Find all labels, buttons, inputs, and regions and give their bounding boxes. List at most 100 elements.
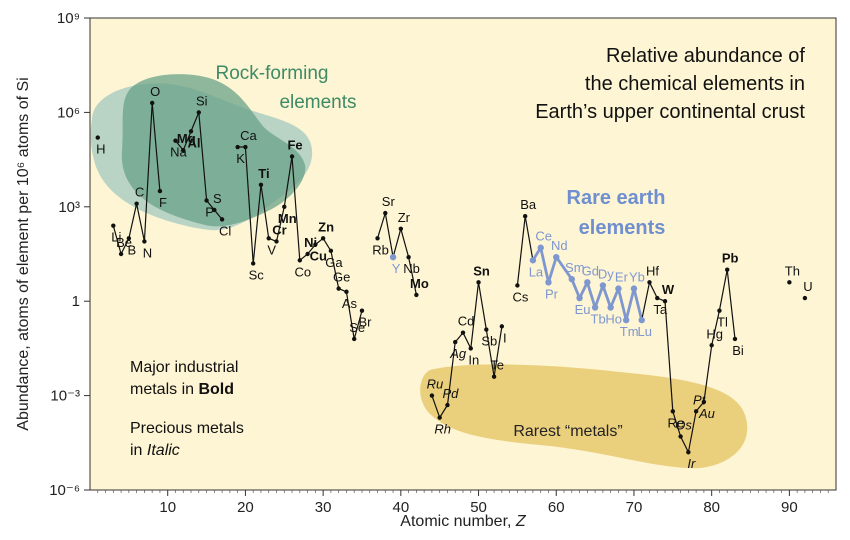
data-point-hg — [709, 343, 714, 348]
series-line — [353, 310, 363, 340]
element-label-ir: Ir — [687, 456, 696, 471]
series-line — [252, 184, 262, 264]
data-point-dy — [599, 282, 607, 289]
series-line — [128, 203, 138, 239]
notes: Major industrial metals in Bold Precious… — [130, 359, 244, 459]
series-line — [182, 131, 192, 151]
chart-title: Relative abundance of the chemical eleme… — [535, 45, 805, 123]
element-label-w: W — [662, 282, 675, 297]
element-label-cu: Cu — [310, 249, 327, 264]
series-line — [330, 250, 340, 289]
element-label-dy: Dy — [598, 266, 614, 281]
element-label-ti: Ti — [258, 166, 269, 181]
element-label-pr: Pr — [545, 286, 559, 301]
y-tick-label: 10⁹ — [57, 10, 80, 27]
data-point-be — [118, 251, 124, 257]
element-label-sc: Sc — [249, 267, 265, 282]
data-point-yb — [630, 285, 638, 292]
element-label-ag: Ag — [449, 346, 467, 361]
data-point-pt — [693, 409, 699, 414]
series-line — [477, 282, 487, 330]
element-label-pd: Pd — [443, 386, 460, 401]
series-line — [524, 216, 534, 261]
data-point-sc — [250, 261, 256, 266]
data-point-hf — [647, 280, 652, 285]
x-axis-title-text: Atomic number, — [400, 513, 516, 530]
element-label-y: Y — [392, 261, 401, 276]
data-point-br — [359, 308, 365, 313]
series-line — [120, 238, 130, 255]
ree-series-line — [617, 288, 628, 321]
element-label-rh: Rh — [434, 422, 451, 437]
element-label-si: Si — [196, 93, 208, 108]
data-point-f — [157, 188, 163, 194]
series-line — [136, 203, 145, 242]
data-point-ru — [429, 393, 435, 398]
data-point-rh — [437, 415, 442, 420]
y-tick-label: 10³ — [58, 199, 80, 216]
chart-title-line3: Earth’s upper continental crust — [535, 101, 805, 123]
data-point-ge — [336, 286, 341, 291]
x-tick-label: 60 — [548, 499, 565, 516]
element-label-in: In — [468, 352, 479, 367]
element-label-p: P — [205, 205, 214, 220]
data-point-ag — [453, 339, 458, 345]
note-industrial-line2: metals in Bold — [130, 381, 234, 398]
data-point-mo — [414, 292, 419, 298]
ree-series-line — [632, 288, 644, 321]
x-tick-label: 10 — [159, 499, 176, 516]
element-label-cr: Cr — [272, 222, 286, 237]
rare-earth-title-line2: elements — [579, 217, 666, 239]
data-point-p — [204, 198, 209, 203]
element-label-hg: Hg — [706, 326, 723, 341]
element-label-sn: Sn — [473, 263, 490, 278]
series-line — [260, 184, 270, 239]
series-line — [664, 301, 674, 412]
element-label-sb: Sb — [481, 334, 497, 349]
data-point-zr — [398, 226, 404, 232]
data-point-sr — [383, 210, 388, 216]
element-label-as: As — [342, 296, 358, 311]
x-tick-label: 20 — [237, 499, 254, 516]
element-label-ge: Ge — [333, 270, 350, 285]
ree-series-line — [624, 288, 636, 321]
element-label-os: Os — [675, 418, 692, 433]
data-point-cr — [274, 239, 279, 244]
rarest-metals-region — [420, 364, 748, 469]
element-label-er: Er — [615, 270, 629, 285]
y-tick-label: 1 — [72, 293, 80, 310]
data-point-cs — [515, 283, 520, 288]
element-label-rb: Rb — [372, 242, 389, 257]
data-point-k — [235, 144, 240, 150]
data-point-sn — [476, 280, 481, 285]
element-label-pt: Pt — [693, 392, 707, 407]
element-label-tl: Tl — [717, 315, 728, 330]
element-label-ce: Ce — [535, 229, 552, 244]
element-label-s: S — [213, 191, 222, 206]
ree-series-line — [585, 281, 597, 308]
series-line — [198, 112, 208, 201]
data-point-b — [126, 236, 132, 241]
data-point-sb — [484, 327, 489, 332]
data-point-ni — [305, 251, 310, 257]
data-point-co — [297, 258, 303, 263]
element-label-b: B — [128, 242, 137, 257]
data-point-zn — [320, 236, 326, 241]
element-label-hf: Hf — [646, 263, 659, 278]
element-label-se: Se — [349, 320, 365, 335]
x-tick-label: 80 — [703, 499, 720, 516]
region-titles: Rock-forming elements Rare earth element… — [216, 63, 666, 440]
note-precious-line2: in Italic — [130, 442, 180, 459]
series-line — [283, 156, 293, 207]
x-tick-label: 50 — [470, 499, 487, 516]
element-label-tm: Tm — [620, 324, 639, 339]
element-label-f: F — [159, 195, 167, 210]
regions-layer — [90, 74, 748, 469]
x-axis-title: Atomic number, Z — [400, 513, 527, 530]
data-point-ho — [607, 304, 614, 311]
series-line — [726, 269, 736, 340]
note-precious-prefix: in — [130, 442, 147, 459]
series-line — [446, 342, 456, 406]
data-point-th — [787, 280, 792, 285]
